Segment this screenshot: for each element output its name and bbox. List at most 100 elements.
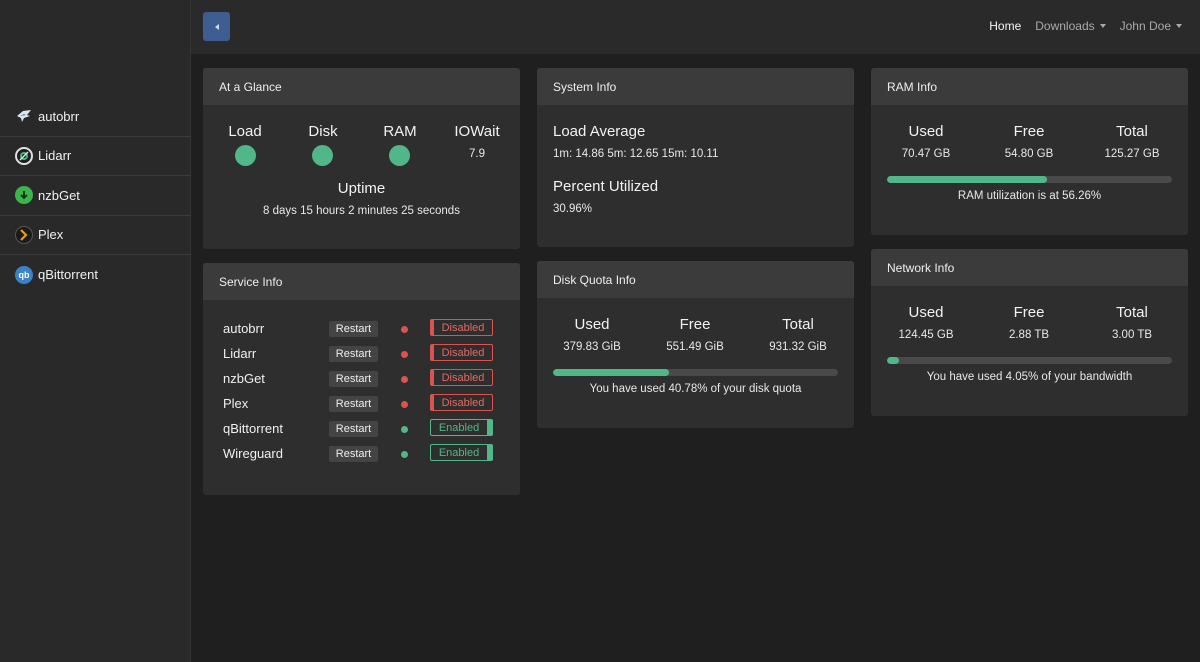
service-row: Wireguard Restart Enabled xyxy=(223,444,503,464)
sidebar-toggle-button[interactable] xyxy=(203,12,230,41)
service-status-dot xyxy=(401,351,408,358)
service-enable-toggle[interactable]: Disabled xyxy=(430,394,493,411)
autobrr-icon xyxy=(15,107,33,125)
sidebar-item-label: Plex xyxy=(38,227,64,243)
glance-card: At a Glance Load Disk RAM IOWait 7.9 Upt… xyxy=(203,68,520,249)
service-enable-toggle[interactable]: Disabled xyxy=(430,344,493,361)
load-status-indicator xyxy=(235,145,256,166)
network-total-value: 3.00 TB xyxy=(1111,329,1153,341)
network-card-title: Network Info xyxy=(871,249,1188,286)
service-status-dot xyxy=(401,326,408,333)
restart-button[interactable]: Restart xyxy=(329,346,378,362)
disk-quota-note: You have used 40.78% of your disk quota xyxy=(589,383,802,395)
restart-button[interactable]: Restart xyxy=(329,446,378,462)
nav-user-label: John Doe xyxy=(1119,19,1171,33)
glance-card-title: At a Glance xyxy=(203,68,520,105)
load-average-label: Load Average xyxy=(553,123,646,140)
sidebar-item-nzbget[interactable]: nzbGet xyxy=(0,176,191,216)
service-enable-toggle[interactable]: Disabled xyxy=(430,369,493,386)
ram-card: RAM Info Used Free Total 70.47 GB 54.80 … xyxy=(871,68,1188,235)
nav-downloads-label: Downloads xyxy=(1035,19,1095,33)
sidebar-item-label: autobrr xyxy=(38,108,80,124)
service-name: Plex xyxy=(223,396,249,411)
restart-button[interactable]: Restart xyxy=(329,396,378,412)
service-card-title: Service Info xyxy=(203,263,520,300)
nav-home[interactable]: Home xyxy=(989,19,1022,33)
disk-label: Disk xyxy=(308,123,338,140)
lidarr-icon xyxy=(15,146,33,165)
disk-progress-bar xyxy=(553,369,838,376)
nav-user[interactable]: John Doe xyxy=(1120,19,1182,33)
load-average-value: 1m: 14.86 5m: 12.65 15m: 10.11 xyxy=(553,148,719,160)
service-status-dot xyxy=(401,426,408,433)
ram-progress-fill xyxy=(887,176,1048,183)
system-card: System Info Load Average 1m: 14.86 5m: 1… xyxy=(537,68,854,247)
service-status-dot xyxy=(401,451,408,458)
disk-used-label: Used xyxy=(574,316,610,333)
sidebar: autobrr Lidarr nzbGet Plex qb qBittorren… xyxy=(0,0,191,662)
service-name: autobrr xyxy=(223,321,265,336)
disk-card: Disk Quota Info Used Free Total 379.83 G… xyxy=(537,261,854,428)
network-progress-fill xyxy=(887,357,899,364)
ram-free-value: 54.80 GB xyxy=(1004,148,1054,160)
disk-status-indicator xyxy=(312,145,333,166)
sidebar-item-label: nzbGet xyxy=(38,187,80,203)
service-card: Service Info autobrr Restart Disabled Lidar… xyxy=(203,263,520,495)
network-bandwidth-note: You have used 4.05% of your bandwidth xyxy=(926,371,1133,383)
network-card: Network Info Used Free Total 124.45 GB 2… xyxy=(871,249,1188,416)
percent-utilized-value: 30.96% xyxy=(553,203,593,215)
caret-down-icon xyxy=(1099,24,1106,28)
service-name: Lidarr xyxy=(223,346,257,361)
service-enable-toggle[interactable]: Enabled xyxy=(430,419,493,436)
caret-down-icon xyxy=(1176,24,1182,28)
restart-button[interactable]: Restart xyxy=(329,321,378,337)
percent-utilized-label: Percent Utilized xyxy=(553,178,659,195)
service-status-dot xyxy=(401,376,408,383)
nav-downloads[interactable]: Downloads xyxy=(1035,19,1106,33)
network-free-value: 2.88 TB xyxy=(1008,329,1050,341)
topbar: Home Downloads John Doe xyxy=(191,0,1200,54)
disk-total-value: 931.32 GiB xyxy=(769,341,827,353)
sidebar-item-label: qBittorrent xyxy=(38,267,98,283)
service-enable-toggle[interactable]: Disabled xyxy=(430,319,493,336)
disk-card-title: Disk Quota Info xyxy=(537,261,854,298)
disk-used-value: 379.83 GiB xyxy=(563,341,621,353)
network-free-label: Free xyxy=(1013,304,1045,321)
service-enable-toggle[interactable]: Enabled xyxy=(430,444,493,461)
service-name: qBittorrent xyxy=(223,421,283,436)
chevron-left-icon xyxy=(214,23,219,30)
sidebar-item-qbittorrent[interactable]: qb qBittorrent xyxy=(0,255,191,295)
service-row: Plex Restart Disabled xyxy=(223,394,503,414)
ram-label: RAM xyxy=(383,123,417,140)
ram-used-label: Used xyxy=(908,123,944,140)
ram-card-title: RAM Info xyxy=(871,68,1188,105)
nzbget-icon xyxy=(15,186,33,205)
ram-used-value: 70.47 GB xyxy=(901,148,951,160)
ram-status-indicator xyxy=(389,145,410,166)
ram-utilization-note: RAM utilization is at 56.26% xyxy=(957,190,1102,202)
uptime-value: 8 days 15 hours 2 minutes 25 seconds xyxy=(263,205,460,217)
disk-total-label: Total xyxy=(782,316,814,333)
restart-button[interactable]: Restart xyxy=(329,371,378,387)
iowait-value: 7.9 xyxy=(469,148,485,160)
restart-button[interactable]: Restart xyxy=(329,421,378,437)
ram-total-value: 125.27 GB xyxy=(1104,148,1160,160)
network-progress-bar xyxy=(887,357,1172,364)
service-row: Lidarr Restart Disabled xyxy=(223,344,503,364)
service-name: nzbGet xyxy=(223,371,265,386)
disk-free-label: Free xyxy=(679,316,711,333)
ram-total-label: Total xyxy=(1116,123,1148,140)
sidebar-list: autobrr Lidarr nzbGet Plex qb qBittorren… xyxy=(0,97,191,295)
sidebar-item-autobrr[interactable]: autobrr xyxy=(0,97,191,137)
sidebar-item-plex[interactable]: Plex xyxy=(0,216,191,255)
top-nav: Home Downloads John Doe xyxy=(989,19,1182,33)
sidebar-item-lidarr[interactable]: Lidarr xyxy=(0,137,191,176)
qbittorrent-icon: qb xyxy=(15,265,33,284)
ram-progress-bar xyxy=(887,176,1172,183)
service-status-dot xyxy=(401,401,408,408)
ram-free-label: Free xyxy=(1013,123,1045,140)
service-name: Wireguard xyxy=(223,446,283,461)
uptime-label: Uptime xyxy=(337,180,386,197)
disk-progress-fill xyxy=(553,369,670,376)
network-total-label: Total xyxy=(1116,304,1148,321)
